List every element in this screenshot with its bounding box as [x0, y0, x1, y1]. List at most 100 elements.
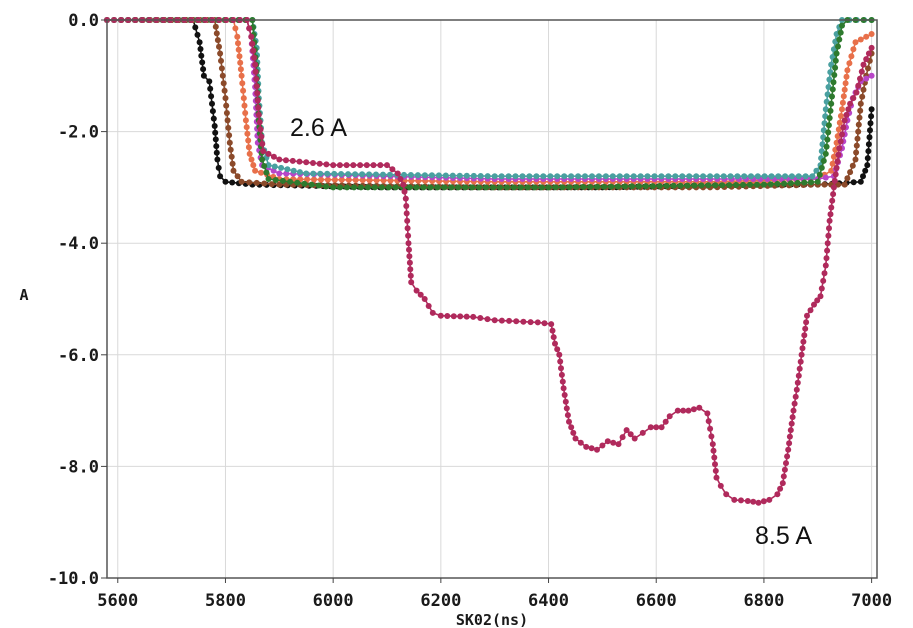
data-point: [477, 315, 484, 321]
data-point: [785, 446, 792, 453]
data-point: [831, 177, 838, 184]
data-point: [755, 499, 762, 506]
data-point: [421, 296, 428, 302]
data-point: [212, 23, 219, 30]
data-point: [462, 184, 469, 191]
data-point: [824, 240, 831, 247]
data-point: [840, 93, 847, 100]
data-point: [214, 37, 221, 44]
data-point: [582, 173, 588, 180]
data-point: [808, 179, 814, 186]
data-point: [541, 320, 548, 327]
data-point: [387, 171, 393, 178]
data-point: [248, 33, 255, 40]
data-point: [207, 85, 214, 92]
data-point: [258, 169, 265, 176]
data-point: [406, 253, 413, 260]
data-point: [560, 385, 567, 392]
data-point: [427, 184, 434, 191]
data-point: [490, 184, 496, 191]
data-point: [674, 407, 681, 414]
data-point: [866, 134, 873, 141]
data-point: [558, 371, 565, 378]
data-point: [839, 22, 845, 29]
data-point: [826, 225, 832, 232]
data-point: [246, 25, 253, 32]
data-point: [780, 473, 787, 480]
data-point: [240, 95, 247, 102]
series-layer: [104, 17, 875, 506]
data-point: [690, 406, 697, 413]
data-point: [242, 117, 249, 124]
data-point: [219, 72, 226, 79]
data-point: [331, 176, 338, 183]
data-point: [270, 153, 277, 160]
data-point: [713, 173, 720, 180]
data-point: [795, 372, 802, 379]
data-point: [734, 173, 741, 180]
x-tick-label: 6000: [313, 591, 354, 611]
data-point: [628, 183, 635, 190]
data-point: [572, 435, 579, 442]
data-point: [777, 485, 784, 492]
data-point: [246, 179, 253, 186]
data-point: [863, 33, 870, 40]
data-point: [801, 332, 808, 339]
data-point: [686, 173, 693, 180]
data-point: [470, 313, 477, 320]
data-point: [359, 171, 366, 178]
data-point: [254, 97, 261, 104]
data-point: [387, 177, 394, 184]
data-point: [455, 184, 462, 191]
data-point: [854, 135, 861, 142]
data-point: [594, 183, 601, 190]
data-point: [719, 182, 726, 189]
data-point: [860, 61, 867, 68]
data-point: [566, 184, 573, 191]
data-point: [237, 66, 244, 73]
data-point: [519, 173, 526, 180]
data-point: [839, 99, 846, 106]
data-point: [836, 145, 843, 152]
data-point: [788, 420, 795, 427]
data-point: [630, 173, 637, 180]
data-point: [733, 182, 740, 188]
data-point: [820, 277, 827, 284]
data-point: [470, 172, 477, 179]
data-point: [303, 159, 310, 166]
data-point: [456, 172, 463, 179]
data-point: [434, 184, 441, 191]
data-point: [858, 68, 865, 75]
data-point: [524, 184, 531, 191]
data-point: [197, 46, 204, 52]
data-point: [408, 279, 415, 286]
data-point: [198, 52, 205, 59]
data-point: [828, 204, 835, 211]
data-point: [498, 317, 505, 324]
data-point: [192, 24, 199, 31]
data-point: [469, 184, 476, 191]
data-point: [816, 171, 823, 178]
data-point: [868, 72, 875, 79]
data-point: [227, 146, 234, 153]
data-point: [857, 107, 864, 114]
data-point: [253, 83, 260, 90]
data-point: [839, 106, 845, 113]
data-point: [609, 173, 616, 180]
data-point: [820, 157, 827, 164]
data-point: [491, 173, 498, 180]
data-point: [213, 143, 220, 150]
data-point: [727, 173, 734, 180]
data-point: [800, 338, 807, 345]
data-point: [775, 173, 782, 180]
data-point: [829, 93, 835, 100]
data-point: [604, 438, 611, 445]
data-point: [635, 183, 642, 190]
data-point: [767, 181, 774, 188]
data-point: [856, 114, 863, 121]
data-point: [404, 225, 411, 232]
data-point: [557, 358, 564, 365]
data-point: [403, 210, 410, 217]
data-point: [563, 405, 570, 412]
data-point: [448, 184, 455, 191]
